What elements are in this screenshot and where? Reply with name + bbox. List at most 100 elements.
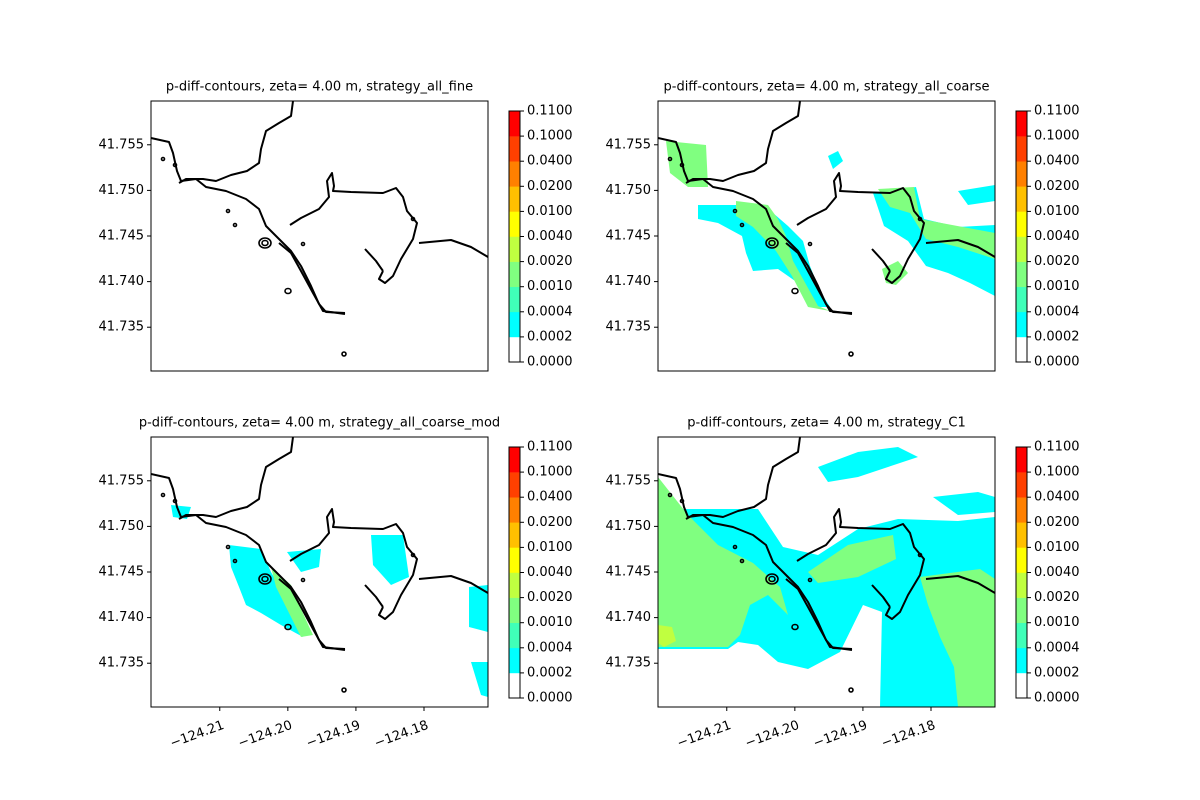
colorbar-band [509,647,520,674]
y-tick-label: 41.745 [99,565,145,580]
x-tick-label: −124.19 [304,718,362,751]
colorbar-band [509,597,520,623]
colorbar-band [509,547,520,573]
colorbar-tick-label: 0.0000 [527,691,573,706]
axes-frame [150,436,489,708]
y-tick-label: 41.755 [99,473,145,488]
panel-title: p-diff-contours, zeta= 4.00 m, strategy_… [664,80,990,95]
colorbar-band [1016,622,1027,649]
y-tick-label: 41.755 [606,137,652,152]
y-tick-label: 41.745 [99,229,145,244]
y-tick-label: 41.735 [99,320,145,335]
colorbar-tick-label: 0.0004 [1034,304,1080,319]
colorbar-band [1016,647,1027,674]
coastline [151,437,488,693]
colorbar-band [1016,211,1027,237]
colorbar-band [509,672,520,699]
y-tick-label: 41.755 [606,473,652,488]
panel-plot [658,437,995,707]
colorbar-band [509,261,520,287]
colorbar-tick-label: 0.0000 [1034,355,1080,370]
colorbar-band [509,522,520,548]
colorbar-band [1016,136,1027,162]
colorbar-band [509,336,520,363]
y-tick-label: 41.745 [606,229,652,244]
panel-title: p-diff-contours, zeta= 4.00 m, strategy_… [166,80,473,95]
colorbar-tick-label: 0.1100 [1034,104,1080,119]
colorbar-band [1016,472,1027,498]
colorbar-tick-label: 0.0040 [527,565,573,580]
x-tick-label: −124.20 [236,718,294,751]
contour-region [271,567,313,637]
colorbar-tick-label: 0.0010 [1034,279,1080,294]
colorbar-tick-label: 0.0400 [527,490,573,505]
colorbar-tick-label: 0.0400 [1034,490,1080,505]
contour-region [658,477,995,707]
colorbar-tick-label: 0.0010 [527,615,573,630]
contour-region [666,141,995,311]
colorbar-band [509,161,520,187]
colorbar-band [1016,522,1027,548]
colorbar-tick-label: 0.0002 [527,665,573,680]
panel-plot [658,101,995,357]
colorbar-band [509,136,520,162]
colorbar-tick-label: 0.0000 [1034,691,1080,706]
coastline [150,100,489,357]
panel-plot [150,100,489,357]
colorbar-band [1016,186,1027,212]
colorbar-band [1016,672,1027,699]
x-tick-label: −124.18 [372,718,430,751]
colorbar-band [509,497,520,523]
x-tick-label: −124.19 [811,718,869,751]
colorbar-tick-label: 0.0200 [527,179,573,194]
y-tick-label: 41.740 [606,610,652,625]
x-tick-label: −124.21 [168,718,226,751]
colorbar-band [1016,547,1027,573]
panel-plot [151,437,488,697]
colorbar-tick-label: 0.0200 [1034,515,1080,530]
colorbar-band [1016,336,1027,363]
y-tick-label: 41.735 [99,656,145,671]
colorbar-tick-label: 0.0020 [1034,254,1080,269]
y-tick-label: 41.740 [606,274,652,289]
colorbar-tick-label: 0.0100 [1034,204,1080,219]
colorbar-band [1016,161,1027,187]
contour-region [658,625,676,647]
x-tick-label: −124.20 [743,718,801,751]
colorbar-band [509,622,520,649]
colorbar-tick-label: 0.0040 [527,229,573,244]
colorbar-tick-label: 0.0002 [1034,329,1080,344]
colorbar-band [509,572,520,598]
colorbar-band [509,186,520,212]
colorbar-tick-label: 0.0100 [1034,540,1080,555]
y-tick-label: 41.745 [606,565,652,580]
colorbar-band [1016,572,1027,598]
colorbar-tick-label: 0.0002 [527,329,573,344]
panel-title: p-diff-contours, zeta= 4.00 m, strategy_… [139,416,500,431]
colorbar-tick-label: 0.1000 [527,465,573,480]
colorbar-band [1016,261,1027,287]
axes-frame [150,100,489,372]
contour-region [171,505,488,697]
colorbar-tick-label: 0.0200 [1034,179,1080,194]
colorbar-tick-label: 0.0010 [527,279,573,294]
y-tick-label: 41.750 [99,519,145,534]
colorbar-tick-label: 0.0010 [1034,615,1080,630]
colorbar-band [509,472,520,498]
colorbar-tick-label: 0.0040 [1034,229,1080,244]
colorbar-tick-label: 0.0004 [527,640,573,655]
colorbar-tick-label: 0.0040 [1034,565,1080,580]
colorbar-band [509,211,520,237]
colorbar-tick-label: 0.0004 [1034,640,1080,655]
colorbar-tick-label: 0.1100 [527,440,573,455]
y-tick-label: 41.750 [99,183,145,198]
colorbar-band [1016,447,1027,473]
panel-title: p-diff-contours, zeta= 4.00 m, strategy_… [687,416,965,431]
x-tick-label: −124.18 [879,718,937,751]
colorbar-band [509,236,520,262]
colorbar-tick-label: 0.0200 [527,515,573,530]
colorbar-tick-label: 0.1000 [1034,465,1080,480]
colorbar-tick-label: 0.0004 [527,304,573,319]
y-tick-label: 41.750 [606,519,652,534]
